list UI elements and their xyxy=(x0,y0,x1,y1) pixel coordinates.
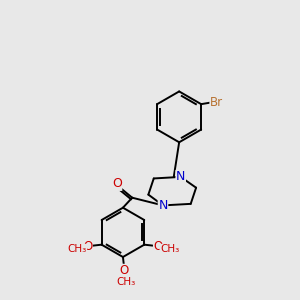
Text: O: O xyxy=(112,177,122,190)
Text: CH₃: CH₃ xyxy=(116,277,136,286)
Text: Br: Br xyxy=(210,96,223,109)
Text: CH₃: CH₃ xyxy=(67,244,87,254)
Text: O: O xyxy=(83,240,92,253)
Text: N: N xyxy=(158,199,168,212)
Text: CH₃: CH₃ xyxy=(160,244,179,254)
Text: O: O xyxy=(120,264,129,277)
Text: O: O xyxy=(154,240,163,253)
Text: N: N xyxy=(176,170,185,183)
